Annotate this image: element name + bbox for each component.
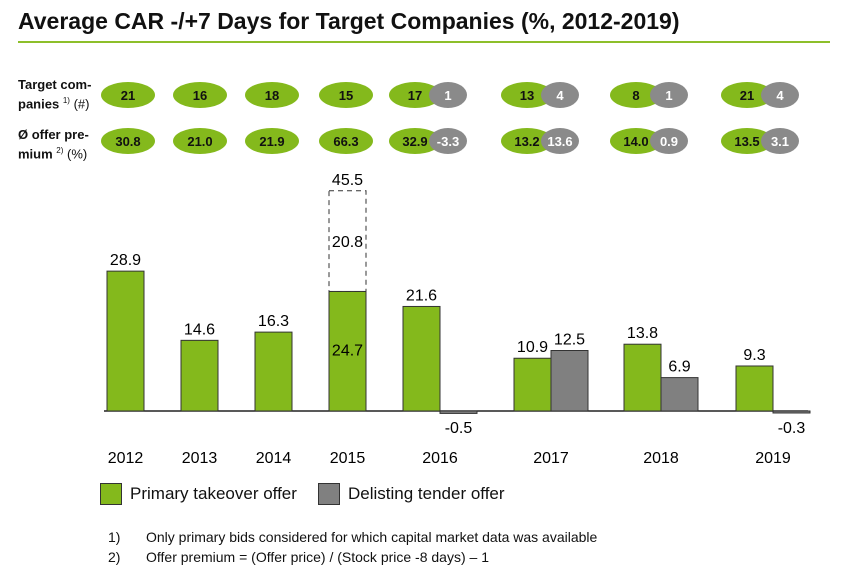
bar-label-delisting-2019: -0.3 bbox=[778, 420, 806, 437]
x-tick-label-2014: 2014 bbox=[256, 450, 292, 467]
legend-primary-label: Primary takeover offer bbox=[130, 484, 297, 503]
legend-delisting-label: Delisting tender offer bbox=[348, 484, 505, 503]
target-companies-label-text: Target com- panies bbox=[18, 77, 92, 112]
offer-premium-label: Ø offer pre- mium 2) (%) bbox=[18, 127, 113, 162]
target-companies-pill-primary-2013: 16 bbox=[173, 82, 227, 108]
bar-label-primary-2017: 10.9 bbox=[517, 339, 548, 356]
target-companies-footnote-ref: 1) bbox=[62, 96, 70, 105]
target-companies-pill-primary-2012: 21 bbox=[101, 82, 155, 108]
offer-premium-pill-delisting-2016: -3.3 bbox=[429, 128, 467, 154]
offer-premium-pill-delisting-2019: 3.1 bbox=[761, 128, 799, 154]
legend-delisting: Delisting tender offer bbox=[318, 483, 505, 505]
target-companies-pill-primary-2015: 15 bbox=[319, 82, 373, 108]
bar-delisting-2018 bbox=[660, 377, 699, 412]
target-companies-pill-delisting-2019: 4 bbox=[761, 82, 799, 108]
bar-primary-2013 bbox=[180, 339, 219, 412]
bar-chart: 28.9 2012 14.6 2013 16.3 2014 24.7 2015 21.6 -0.5… bbox=[104, 172, 811, 467]
target-companies-pill-delisting-2017: 4 bbox=[541, 82, 579, 108]
title-underline bbox=[18, 41, 830, 43]
legend-delisting-swatch bbox=[318, 483, 340, 505]
footnote-1-number: 1) bbox=[108, 529, 121, 545]
bar-primary-2016 bbox=[402, 305, 441, 412]
x-tick-label-2018: 2018 bbox=[643, 450, 679, 467]
legend-primary-swatch bbox=[100, 483, 122, 505]
footnote-2-text: Offer premium = (Offer price) / (Stock p… bbox=[146, 549, 489, 565]
target-companies-pill-delisting-2018: 1 bbox=[650, 82, 688, 108]
bar-primary-2012 bbox=[106, 270, 145, 412]
footnote-2: 2) Offer premium = (Offer price) / (Stoc… bbox=[108, 547, 597, 567]
x-tick-label-2019: 2019 bbox=[755, 450, 791, 467]
x-tick-label-2013: 2013 bbox=[182, 450, 218, 467]
bar-primary-2019 bbox=[735, 365, 774, 412]
offer-premium-pill-primary-2013: 21.0 bbox=[173, 128, 227, 154]
target-companies-unit: (#) bbox=[73, 96, 90, 112]
legend-primary: Primary takeover offer bbox=[100, 483, 297, 505]
bar-extension-label-2015: 20.8 bbox=[332, 234, 363, 251]
bar-delisting-2016 bbox=[439, 410, 478, 414]
bar-label-delisting-2016: -0.5 bbox=[445, 420, 473, 437]
bar-total-label-2015: 45.5 bbox=[332, 172, 363, 189]
offer-premium-unit: (%) bbox=[67, 146, 88, 162]
target-companies-pill-primary-2014: 18 bbox=[245, 82, 299, 108]
target-companies-pill-delisting-2016: 1 bbox=[429, 82, 467, 108]
bar-label-primary-2016: 21.6 bbox=[406, 287, 437, 304]
bar-label-primary-2019: 9.3 bbox=[743, 347, 765, 364]
footnote-1: 1) Only primary bids considered for whic… bbox=[108, 527, 597, 547]
footnotes: 1) Only primary bids considered for whic… bbox=[108, 527, 597, 567]
chart-title: Average CAR -/+7 Days for Target Compani… bbox=[18, 8, 680, 34]
bar-primary-2017 bbox=[513, 357, 552, 412]
bar-primary-2014 bbox=[254, 331, 293, 412]
x-tick-label-2015: 2015 bbox=[330, 450, 366, 467]
bar-delisting-2019 bbox=[772, 410, 811, 414]
offer-premium-pill-primary-2012: 30.8 bbox=[101, 128, 155, 154]
bar-label-primary-2014: 16.3 bbox=[258, 313, 289, 330]
footnote-2-number: 2) bbox=[108, 549, 121, 565]
offer-premium-pill-primary-2015: 66.3 bbox=[319, 128, 373, 154]
bar-label-primary-2018: 13.8 bbox=[627, 325, 658, 342]
bar-label-delisting-2018: 6.9 bbox=[668, 359, 690, 376]
footnote-1-text: Only primary bids considered for which c… bbox=[146, 529, 598, 545]
offer-premium-pill-delisting-2017: 13.6 bbox=[541, 128, 579, 154]
x-tick-label-2016: 2016 bbox=[422, 450, 458, 467]
bar-label-primary-2013: 14.6 bbox=[184, 321, 215, 338]
offer-premium-pill-primary-2014: 21.9 bbox=[245, 128, 299, 154]
bar-label-primary-2015: 24.7 bbox=[332, 342, 363, 359]
bar-label-primary-2012: 28.9 bbox=[110, 252, 141, 269]
x-tick-label-2012: 2012 bbox=[108, 450, 144, 467]
bar-extension-2015 bbox=[328, 190, 367, 292]
bar-label-delisting-2017: 12.5 bbox=[554, 332, 585, 349]
offer-premium-pill-delisting-2018: 0.9 bbox=[650, 128, 688, 154]
x-tick-label-2017: 2017 bbox=[533, 450, 569, 467]
target-companies-label: Target com- panies 1) (#) bbox=[18, 77, 113, 112]
offer-premium-footnote-ref: 2) bbox=[56, 146, 64, 155]
bar-primary-2015 bbox=[328, 290, 367, 412]
bar-delisting-2017 bbox=[550, 350, 589, 412]
offer-premium-label-text: Ø offer pre- mium bbox=[18, 127, 89, 162]
bar-primary-2018 bbox=[623, 343, 662, 412]
